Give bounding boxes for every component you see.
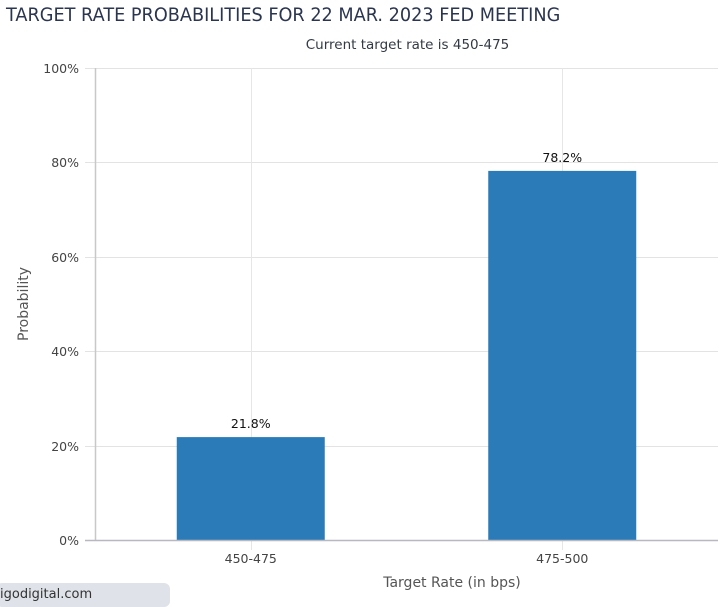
x-tick-label: 450-475 (225, 551, 277, 566)
bar-450-475 (176, 437, 325, 540)
x-tick-label: 475-500 (536, 551, 588, 566)
x-axis-title: Target Rate (in bps) (382, 575, 521, 591)
y-tick-label: 20% (51, 439, 79, 454)
bars (176, 170, 637, 540)
y-tick-label: 0% (59, 533, 79, 548)
chart-title: TARGET RATE PROBABILITIES FOR 22 MAR. 20… (6, 4, 561, 26)
y-axis-title: Probability (16, 267, 32, 341)
labels: 0% 20% 40% 60% 80% 100% 21.8% 450-475 78.2% 475-5… (16, 61, 588, 591)
bar-475-500 (488, 170, 637, 540)
data-label: 78.2% (542, 150, 582, 165)
y-tick-label: 80% (51, 155, 79, 170)
y-tick-label: 100% (43, 61, 79, 76)
y-tick-label: 60% (51, 250, 79, 265)
data-label: 21.8% (231, 416, 271, 431)
y-tick-label: 40% (51, 344, 79, 359)
status-url-tooltip: igodigital.com (0, 583, 170, 607)
chart-subtitle: Current target rate is 450-475 (305, 37, 510, 53)
axes (85, 68, 718, 542)
